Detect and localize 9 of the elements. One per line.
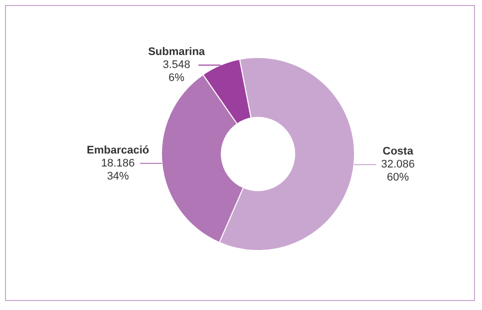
text: 34%: [106, 170, 129, 182]
slice-label: Embarcació: [86, 144, 150, 156]
data-label: 32.086: [381, 158, 415, 171]
data-label: 18.186: [101, 157, 135, 170]
slice-label: Costa: [382, 146, 414, 158]
text: 6%: [168, 72, 184, 84]
data-label: 3.548: [162, 59, 190, 72]
text: 60%: [386, 172, 409, 184]
slice-label: Submarina: [148, 46, 206, 58]
